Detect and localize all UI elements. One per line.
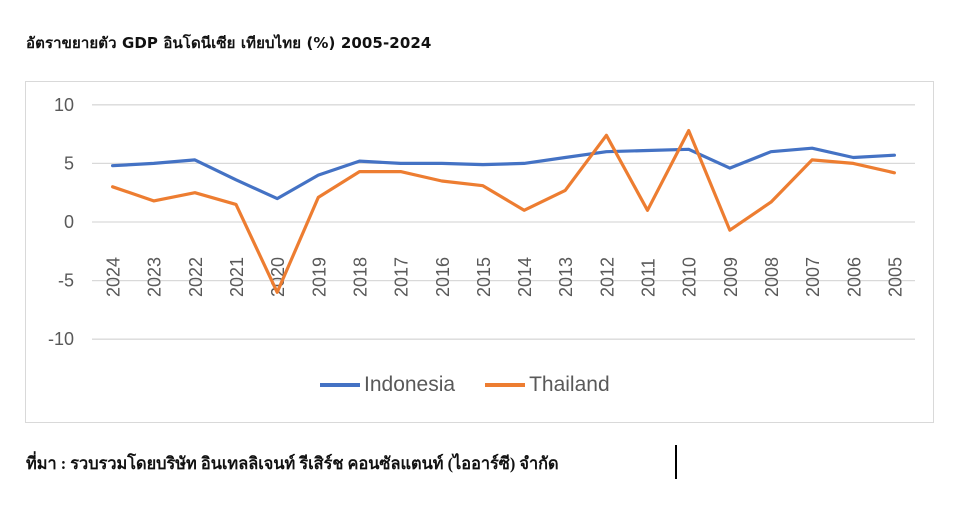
y-tick-label: 5 (64, 153, 74, 173)
x-tick-label: 2014 (515, 257, 535, 297)
x-tick-label: 2023 (145, 257, 165, 297)
source-note: ที่มา : รวบรวมโดยบริษัท อินเทลลิเจนท์ รี… (26, 454, 559, 473)
x-tick-label: 2010 (680, 257, 700, 297)
x-tick-label: 2011 (639, 258, 659, 297)
x-tick-label: 2018 (350, 257, 370, 297)
y-tick-label: -5 (58, 271, 74, 291)
x-tick-label: 2012 (597, 257, 617, 297)
chart-legend: Indonesia Thailand (320, 373, 610, 397)
x-tick-label: 2024 (104, 257, 124, 297)
x-tick-label: 2019 (309, 257, 329, 297)
legend-item-thailand: Thailand (485, 373, 610, 397)
legend-swatch-indonesia-icon (320, 383, 360, 387)
x-tick-label: 2005 (885, 257, 905, 297)
data-series-lines (110, 129, 897, 294)
y-tick-label: -10 (48, 329, 74, 349)
legend-label-thailand: Thailand (529, 373, 610, 396)
x-tick-label: 2013 (556, 257, 576, 297)
y-axis-labels: 10 5 0 -5 -10 (48, 95, 74, 349)
chart-container (25, 81, 934, 423)
chart-title: อัตราขยายตัว GDP อินโดนีเซีย เทียบไทย (%… (26, 34, 432, 52)
series-line-indonesia (110, 146, 897, 201)
x-tick-label: 2015 (474, 257, 494, 297)
x-tick-label: 2022 (186, 257, 206, 297)
legend-swatch-thailand-icon (485, 383, 526, 387)
x-tick-label: 2021 (227, 257, 247, 297)
x-axis-labels: 2024 2023 2022 2021 2020 2019 2018 2017 2016 2015… (104, 257, 906, 297)
x-tick-label: 2016 (433, 257, 453, 297)
legend-label-indonesia: Indonesia (364, 373, 456, 396)
x-tick-label: 2007 (803, 257, 823, 297)
text-cursor (675, 445, 677, 479)
y-tick-label: 0 (64, 212, 74, 232)
series-line-thailand (110, 129, 897, 294)
x-tick-label: 2009 (721, 257, 741, 297)
legend-item-indonesia: Indonesia (320, 373, 455, 397)
x-tick-label: 2006 (844, 257, 864, 297)
x-tick-label: 2008 (762, 257, 782, 297)
gridlines (92, 104, 915, 340)
x-tick-label: 2017 (392, 257, 412, 297)
y-tick-label: 10 (54, 95, 74, 115)
